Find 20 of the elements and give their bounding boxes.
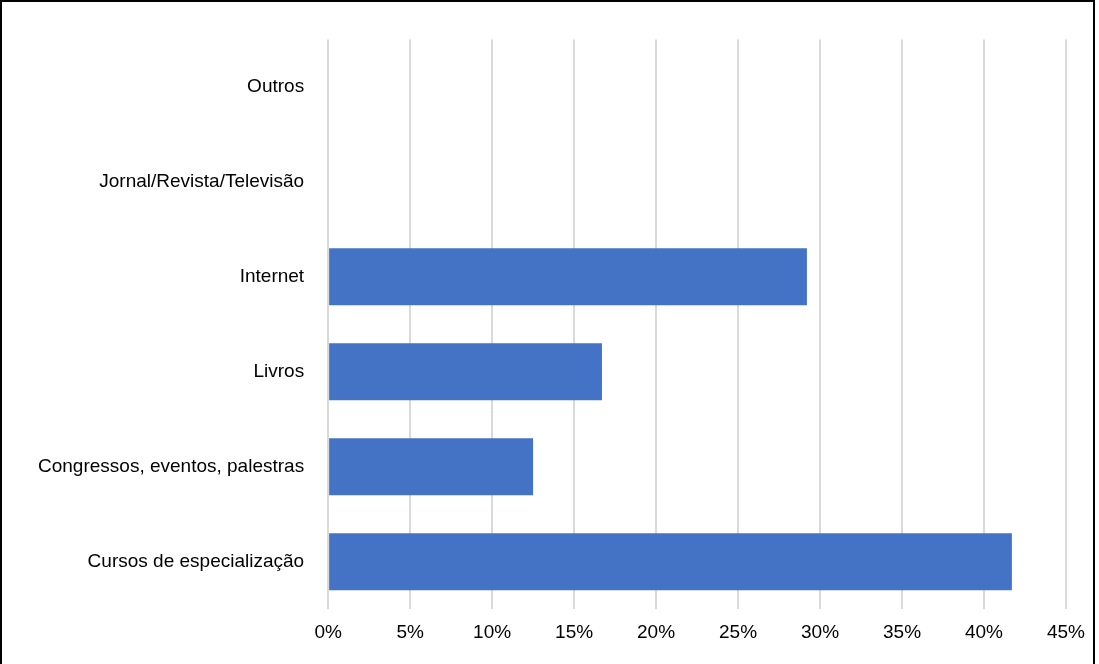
- x-tick-label: 5%: [396, 620, 424, 642]
- x-tick-label: 40%: [964, 620, 1004, 642]
- bar: [329, 533, 1012, 591]
- x-tick-label: 20%: [637, 620, 676, 642]
- bar: [329, 343, 602, 401]
- x-tick-label: 30%: [801, 620, 840, 642]
- x-tick-label: 35%: [883, 620, 922, 642]
- x-tick-label: 10%: [473, 620, 512, 642]
- y-tick-label: Jornal/Revista/Televisão: [99, 170, 305, 192]
- x-tick-label: 15%: [555, 620, 594, 642]
- y-tick-label: Internet: [239, 265, 305, 287]
- bar: [329, 438, 534, 496]
- y-tick-label: Livros: [253, 360, 305, 382]
- y-tick-label: Cursos de especialização: [87, 549, 305, 571]
- x-tick-label: 25%: [719, 620, 758, 642]
- y-tick-label: Outros: [247, 75, 305, 97]
- x-tick-label: 0%: [314, 620, 342, 642]
- bar: [329, 248, 807, 306]
- y-tick-label: Congressos, eventos, palestras: [38, 454, 305, 476]
- x-tick-label: 45%: [1046, 620, 1086, 642]
